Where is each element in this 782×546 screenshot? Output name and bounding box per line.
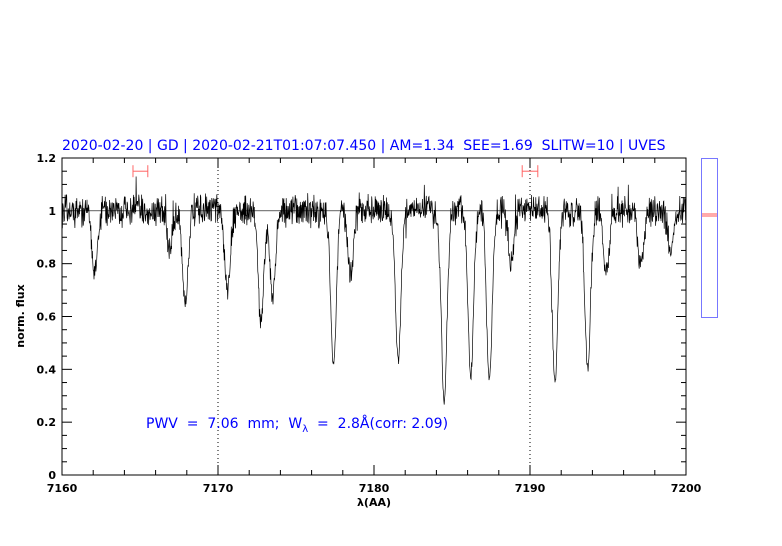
plot-area: 7160 7170 7180 7190 7200 0 0.2 0.4 0.6 0.8 1 1.2: [37, 152, 702, 495]
y-tick-label: 1: [48, 205, 56, 218]
y-axis-label: norm. flux: [14, 284, 27, 347]
x-tick-label: 7200: [671, 482, 702, 495]
y-tick-label: 0.8: [37, 258, 57, 271]
annotation-prefix: PWV = 7.06 mm; W: [146, 416, 302, 432]
annotation-subscript: λ: [302, 424, 308, 435]
side-level-box: [701, 158, 718, 318]
y-tick-label: 1.2: [37, 152, 57, 165]
side-panel: [701, 158, 718, 318]
y-tick-label: 0.6: [37, 311, 57, 324]
y-tick-label: 0: [48, 469, 56, 482]
x-tick-label: 7170: [203, 482, 234, 495]
x-tick-label: 7180: [359, 482, 390, 495]
x-tick-label: 7190: [515, 482, 546, 495]
x-axis-label: λ(AA): [357, 496, 391, 509]
pwv-annotation: PWV = 7.06 mm; Wλ = 2.8Å(corr: 2.09): [146, 415, 448, 435]
x-tick-label: 7160: [47, 482, 78, 495]
y-tick-label: 0.4: [37, 363, 57, 376]
annotation-suffix: = 2.8Å(corr: 2.09): [308, 415, 448, 432]
chart-title: 2020-02-20 | GD | 2020-02-21T01:07:07.45…: [62, 138, 666, 154]
y-tick-label: 0.2: [37, 416, 57, 429]
spectrum-line: [61, 176, 687, 405]
